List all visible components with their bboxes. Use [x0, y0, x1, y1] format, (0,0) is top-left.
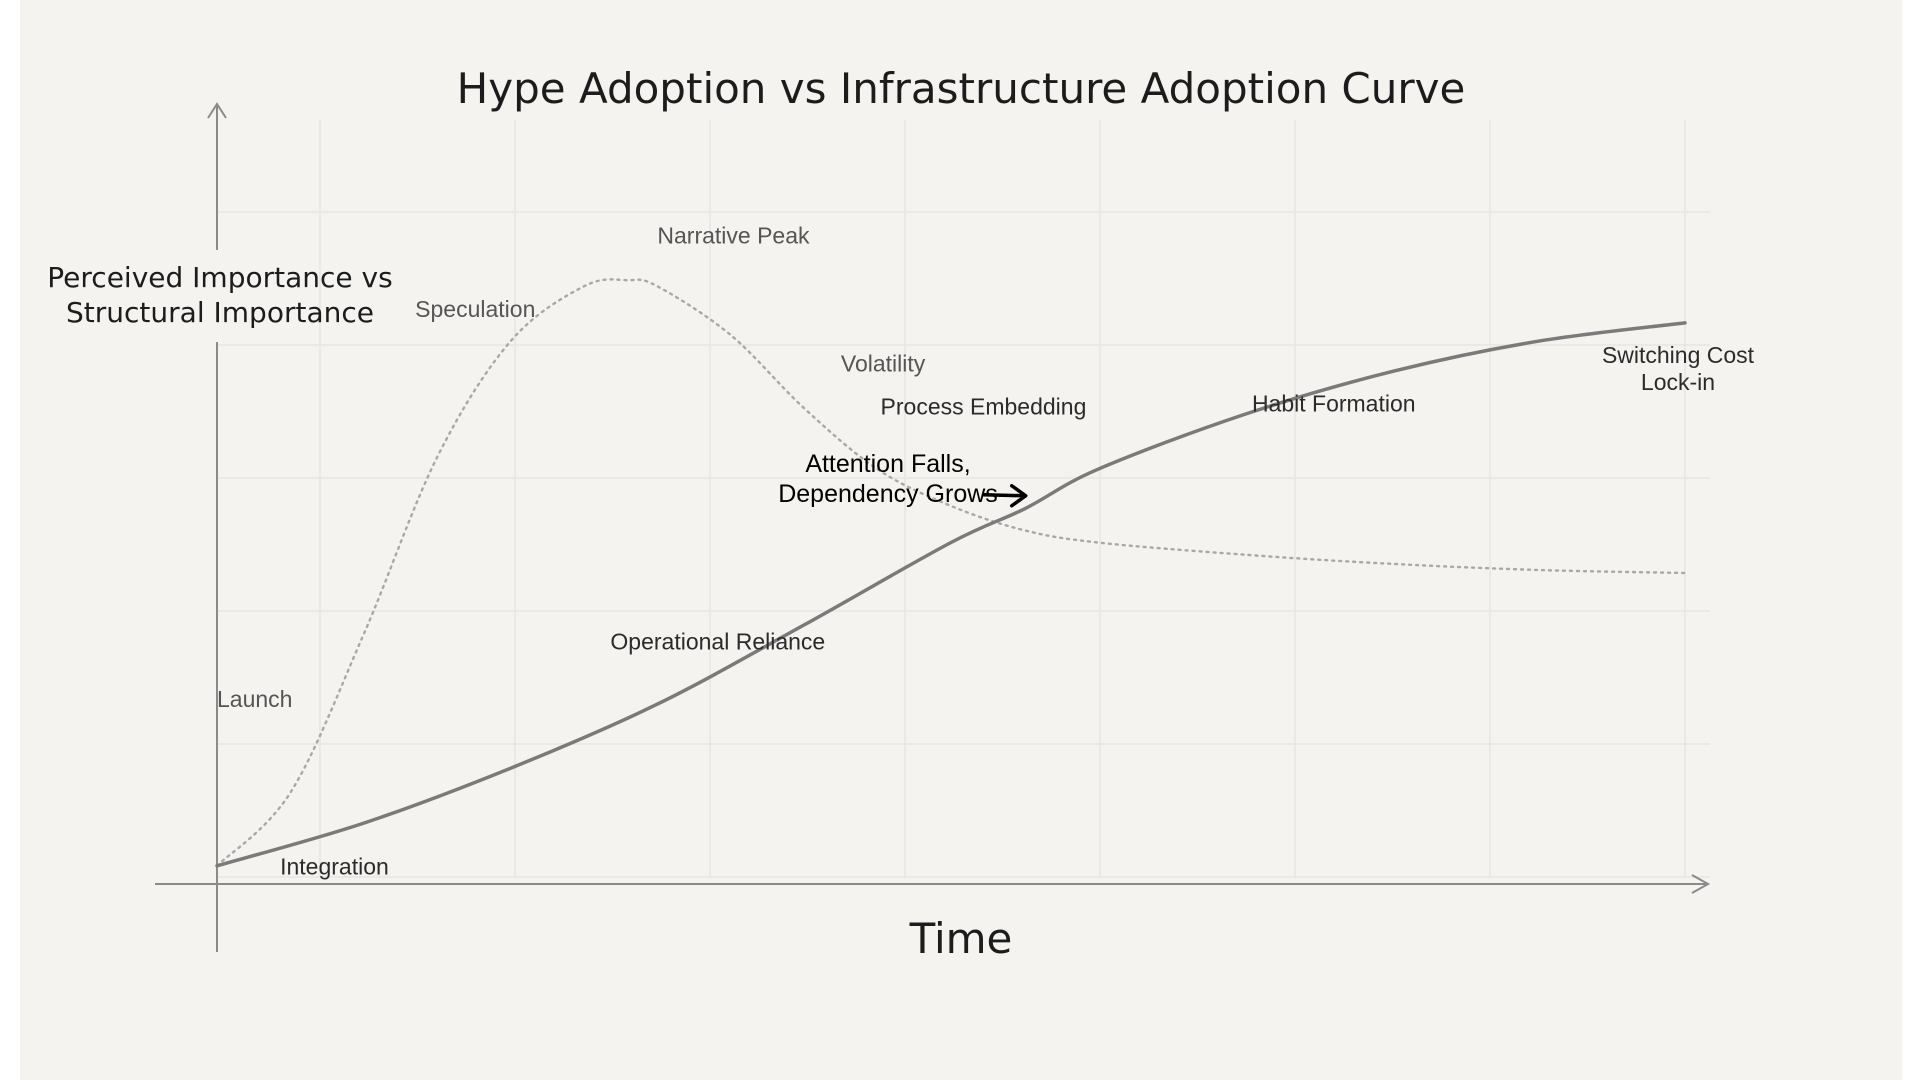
annotation-narrative_peak: Narrative Peak: [657, 223, 810, 249]
switching-cost-label: Switching Cost Lock-in: [1602, 342, 1755, 395]
callout-line-2: Dependency Grows: [778, 480, 998, 508]
annotation-speculation: Speculation: [415, 296, 535, 322]
y-axis-title-line-1: Perceived Importance vs: [47, 261, 392, 294]
callout-arrow-head: [1009, 484, 1028, 508]
annotation-integration: Integration: [280, 853, 389, 879]
chart-title: Hype Adoption vs Infrastructure Adoption…: [457, 64, 1466, 113]
annotation-process_embedding: Process Embedding: [881, 393, 1087, 419]
chart-canvas: Hype Adoption vs Infrastructure Adoption…: [20, 0, 1902, 1080]
axes: [155, 102, 1711, 952]
series: [215, 278, 1687, 868]
y-axis-title-line-2: Structural Importance: [66, 296, 374, 329]
callout-arrow-shaft: [981, 493, 1026, 498]
infrastructure-curve-series: [215, 321, 1687, 868]
annotation-volatility: Volatility: [841, 351, 926, 377]
chart-svg: Hype Adoption vs Infrastructure Adoption…: [47, 64, 1755, 963]
switching-cost-line-1: Switching Cost: [1602, 342, 1755, 368]
annotations: Launch Speculation Narrative Peak Volatilit…: [217, 223, 1416, 880]
annotation-habit_formation: Habit Formation: [1252, 390, 1416, 416]
annotation-operational_reliance: Operational Reliance: [610, 628, 825, 654]
crossover-callout: Attention Falls, Dependency Grows: [778, 450, 1028, 508]
callout-line-1: Attention Falls,: [805, 450, 970, 478]
callout-arrow-icon: [981, 484, 1028, 508]
hype-curve-series: [215, 278, 1687, 867]
y-axis-title: Perceived Importance vs Structural Impor…: [47, 261, 392, 329]
y-axis-arrow-icon: [207, 102, 227, 119]
switching-cost-line-2: Lock-in: [1641, 369, 1715, 395]
grid: [217, 120, 1710, 878]
x-axis-arrow-icon: [1691, 874, 1711, 894]
annotation-launch: Launch: [217, 686, 292, 712]
x-axis-title: Time: [909, 914, 1013, 963]
